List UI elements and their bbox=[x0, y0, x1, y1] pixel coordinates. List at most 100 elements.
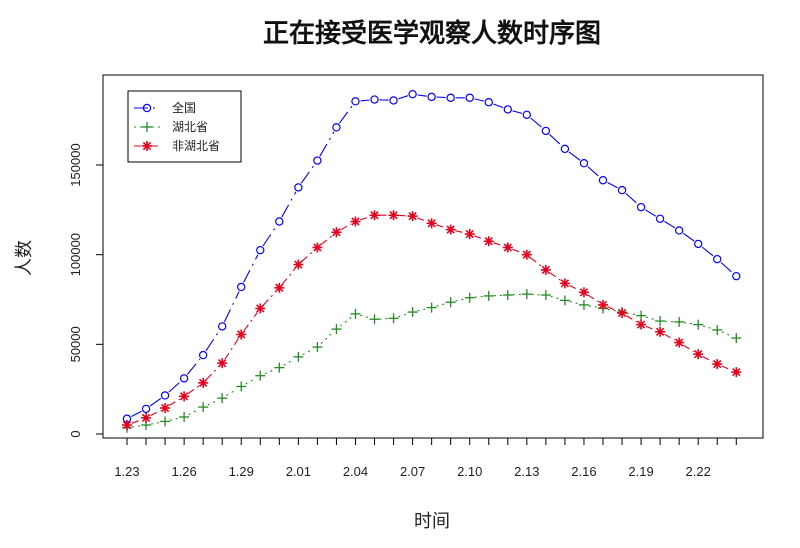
data-point bbox=[713, 254, 722, 264]
data-point bbox=[293, 259, 304, 270]
data-point bbox=[369, 314, 380, 325]
data-point bbox=[198, 350, 208, 360]
legend-label: 非湖北省 bbox=[172, 138, 220, 153]
data-point bbox=[217, 358, 228, 369]
x-tick-label: 2.16 bbox=[571, 464, 596, 479]
data-point bbox=[312, 342, 323, 353]
data-point bbox=[540, 264, 551, 275]
data-point bbox=[636, 319, 647, 330]
data-point bbox=[198, 402, 209, 413]
data-point bbox=[655, 326, 666, 337]
data-point bbox=[122, 420, 132, 431]
data-point bbox=[636, 310, 647, 321]
data-point bbox=[674, 226, 684, 235]
data-point bbox=[426, 218, 437, 229]
x-tick-label: 2.19 bbox=[628, 464, 653, 479]
data-point bbox=[275, 217, 284, 226]
legend-marker bbox=[142, 141, 152, 151]
data-point bbox=[255, 303, 266, 314]
data-point bbox=[388, 313, 399, 324]
data-point bbox=[483, 290, 494, 301]
data-point bbox=[578, 287, 589, 298]
x-tick-label: 1.29 bbox=[229, 464, 254, 479]
data-point bbox=[636, 202, 646, 212]
data-point bbox=[236, 381, 247, 392]
data-point bbox=[503, 105, 512, 114]
legend-label: 湖北省 bbox=[172, 119, 208, 134]
data-point bbox=[445, 224, 456, 235]
data-point bbox=[712, 324, 723, 335]
data-point bbox=[217, 322, 227, 331]
data-point bbox=[294, 183, 303, 192]
data-point bbox=[350, 308, 361, 319]
data-point bbox=[521, 249, 532, 260]
data-point bbox=[255, 370, 266, 381]
data-point bbox=[179, 391, 190, 402]
data-point bbox=[160, 391, 170, 400]
data-point bbox=[560, 144, 570, 154]
x-axis: 1.23 1.26 1.29 2.01 2.04 2.07 2.10 2.13 2.16 2.19… bbox=[114, 437, 737, 479]
x-tick-label: 1.23 bbox=[114, 464, 139, 479]
series-2 bbox=[122, 289, 742, 433]
data-point bbox=[483, 236, 494, 247]
series-3 bbox=[122, 210, 742, 431]
data-point bbox=[331, 227, 342, 238]
data-point bbox=[464, 229, 475, 240]
data-point bbox=[731, 333, 742, 344]
data-point bbox=[217, 393, 228, 404]
data-point bbox=[598, 176, 608, 185]
x-tick-label: 2.22 bbox=[686, 464, 711, 479]
data-point bbox=[293, 351, 304, 362]
data-point bbox=[540, 290, 551, 301]
series-line bbox=[131, 94, 733, 417]
x-tick-label: 2.01 bbox=[286, 464, 311, 479]
data-point bbox=[312, 242, 323, 253]
data-point bbox=[313, 156, 322, 165]
data-point bbox=[445, 297, 456, 308]
data-point bbox=[236, 329, 247, 340]
legend-label: 全国 bbox=[172, 100, 196, 115]
data-point bbox=[521, 289, 532, 300]
data-point bbox=[465, 93, 474, 102]
data-point bbox=[617, 185, 627, 195]
series-1 bbox=[122, 89, 741, 423]
data-point bbox=[237, 282, 246, 292]
data-point bbox=[388, 210, 399, 221]
y-tick-label: 150000 bbox=[68, 143, 83, 186]
data-point bbox=[427, 92, 436, 102]
data-point bbox=[655, 316, 666, 327]
data-point bbox=[693, 319, 704, 330]
x-tick-label: 2.13 bbox=[514, 464, 539, 479]
data-point bbox=[179, 374, 189, 383]
y-tick-label: 0 bbox=[68, 430, 83, 437]
chart-title: 正在接受医学观察人数时序图 bbox=[263, 18, 601, 49]
data-point bbox=[674, 337, 685, 348]
series-layer bbox=[122, 89, 742, 433]
data-point bbox=[332, 123, 341, 132]
data-point bbox=[141, 404, 151, 414]
data-point bbox=[693, 349, 704, 360]
y-tick-label: 100000 bbox=[68, 233, 83, 276]
data-point bbox=[370, 95, 379, 104]
data-point bbox=[559, 278, 570, 289]
legend-marker bbox=[142, 122, 152, 132]
data-point bbox=[274, 362, 285, 373]
data-point bbox=[426, 302, 437, 313]
x-tick-label: 2.07 bbox=[400, 464, 425, 479]
legend-marker bbox=[142, 103, 152, 113]
data-point bbox=[369, 210, 380, 221]
data-point bbox=[655, 214, 665, 223]
data-point bbox=[522, 110, 532, 119]
data-point bbox=[160, 402, 171, 413]
x-tick-label: 2.04 bbox=[343, 464, 368, 479]
data-point bbox=[484, 98, 493, 107]
data-point bbox=[598, 299, 608, 310]
data-point bbox=[408, 89, 417, 99]
data-point bbox=[198, 377, 209, 388]
data-point bbox=[712, 359, 723, 370]
data-point bbox=[464, 292, 475, 303]
data-point bbox=[274, 282, 285, 293]
data-point bbox=[732, 271, 741, 281]
